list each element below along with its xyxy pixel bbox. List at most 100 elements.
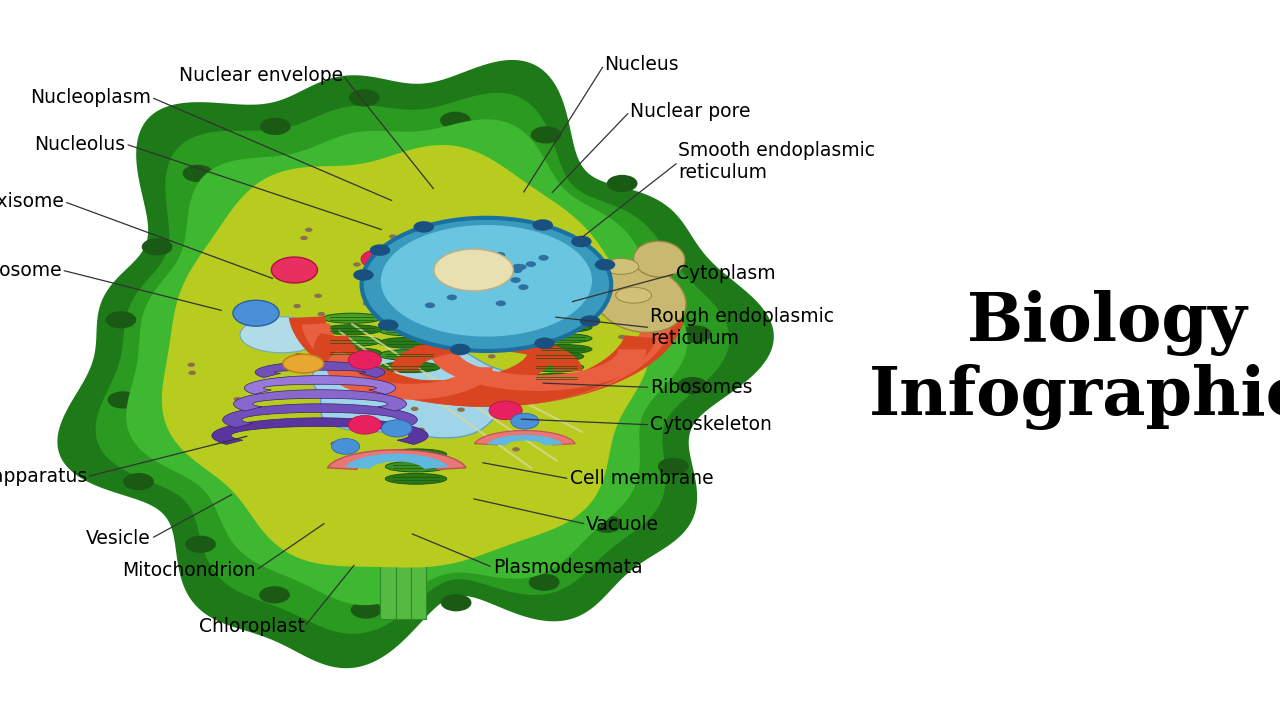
Ellipse shape — [379, 361, 440, 373]
Circle shape — [529, 574, 559, 591]
Circle shape — [259, 586, 289, 603]
Circle shape — [440, 594, 471, 611]
Ellipse shape — [379, 325, 440, 336]
Text: Rough endoplasmic
reticulum: Rough endoplasmic reticulum — [650, 307, 835, 348]
Ellipse shape — [241, 317, 324, 353]
Circle shape — [330, 441, 338, 446]
Text: Cell membrane: Cell membrane — [570, 469, 713, 488]
Polygon shape — [302, 323, 671, 407]
Circle shape — [503, 335, 511, 339]
Circle shape — [425, 302, 435, 308]
Circle shape — [677, 377, 708, 395]
Circle shape — [516, 264, 526, 270]
Text: Plasmodesmata: Plasmodesmata — [493, 558, 643, 577]
Circle shape — [186, 536, 216, 553]
Polygon shape — [486, 435, 563, 446]
Circle shape — [397, 323, 404, 328]
Ellipse shape — [283, 354, 324, 373]
Text: Nucleolus: Nucleolus — [35, 135, 125, 153]
Circle shape — [518, 284, 529, 290]
Text: Golgi apparatus: Golgi apparatus — [0, 467, 87, 486]
Circle shape — [512, 267, 522, 273]
Circle shape — [451, 343, 471, 355]
Circle shape — [448, 289, 456, 293]
Ellipse shape — [381, 225, 591, 337]
Circle shape — [495, 300, 506, 306]
Polygon shape — [289, 310, 685, 407]
Circle shape — [595, 259, 616, 271]
Polygon shape — [328, 450, 466, 469]
Circle shape — [457, 408, 465, 412]
Circle shape — [471, 263, 481, 269]
Polygon shape — [380, 562, 396, 619]
Circle shape — [440, 112, 471, 129]
Circle shape — [524, 436, 531, 440]
Circle shape — [233, 397, 241, 401]
Text: Nuclear envelope: Nuclear envelope — [179, 66, 343, 85]
Circle shape — [526, 261, 536, 267]
Circle shape — [380, 319, 388, 323]
Circle shape — [314, 294, 321, 298]
Polygon shape — [326, 351, 493, 400]
Circle shape — [521, 342, 529, 346]
Text: Mitochondrion: Mitochondrion — [123, 561, 256, 580]
Circle shape — [681, 325, 712, 343]
Text: lysosome: lysosome — [0, 261, 61, 279]
Circle shape — [534, 338, 554, 349]
Circle shape — [571, 235, 591, 247]
Polygon shape — [96, 93, 730, 634]
Polygon shape — [411, 562, 426, 619]
Polygon shape — [255, 361, 385, 377]
Circle shape — [305, 228, 312, 232]
Ellipse shape — [616, 287, 652, 303]
Circle shape — [389, 289, 397, 294]
Text: Nucleoplasm: Nucleoplasm — [29, 88, 151, 107]
Polygon shape — [212, 418, 428, 444]
Circle shape — [233, 300, 279, 326]
Circle shape — [483, 262, 493, 268]
Circle shape — [224, 428, 232, 432]
Circle shape — [531, 126, 562, 143]
Circle shape — [188, 371, 196, 375]
Circle shape — [607, 175, 637, 192]
Polygon shape — [312, 345, 529, 438]
Circle shape — [317, 312, 325, 316]
Ellipse shape — [434, 249, 513, 291]
Circle shape — [271, 257, 317, 283]
Polygon shape — [314, 333, 557, 396]
Circle shape — [349, 89, 380, 107]
Circle shape — [511, 413, 539, 429]
Ellipse shape — [385, 474, 447, 484]
Polygon shape — [58, 60, 774, 668]
Polygon shape — [244, 376, 396, 395]
Circle shape — [378, 320, 398, 331]
Circle shape — [471, 336, 479, 340]
Text: Cytoplasm: Cytoplasm — [676, 264, 776, 283]
Circle shape — [187, 363, 195, 367]
Ellipse shape — [379, 337, 440, 348]
Circle shape — [362, 302, 370, 306]
Circle shape — [301, 405, 308, 410]
Ellipse shape — [535, 344, 591, 354]
Ellipse shape — [361, 218, 612, 351]
Polygon shape — [161, 145, 650, 567]
Ellipse shape — [530, 373, 584, 383]
Circle shape — [361, 250, 394, 269]
Text: Vacuole: Vacuole — [586, 515, 659, 534]
Circle shape — [453, 326, 461, 330]
Ellipse shape — [379, 349, 440, 360]
Circle shape — [293, 304, 301, 308]
Circle shape — [489, 307, 522, 326]
Circle shape — [320, 392, 328, 397]
Circle shape — [513, 264, 524, 269]
Circle shape — [488, 354, 495, 359]
Text: Nuclear pore: Nuclear pore — [630, 102, 750, 121]
Circle shape — [511, 277, 521, 283]
Polygon shape — [233, 390, 407, 411]
Text: Vesicle: Vesicle — [86, 529, 151, 548]
Polygon shape — [344, 454, 449, 469]
Ellipse shape — [535, 333, 591, 343]
Polygon shape — [429, 342, 646, 391]
Circle shape — [260, 118, 291, 135]
Circle shape — [532, 220, 553, 231]
